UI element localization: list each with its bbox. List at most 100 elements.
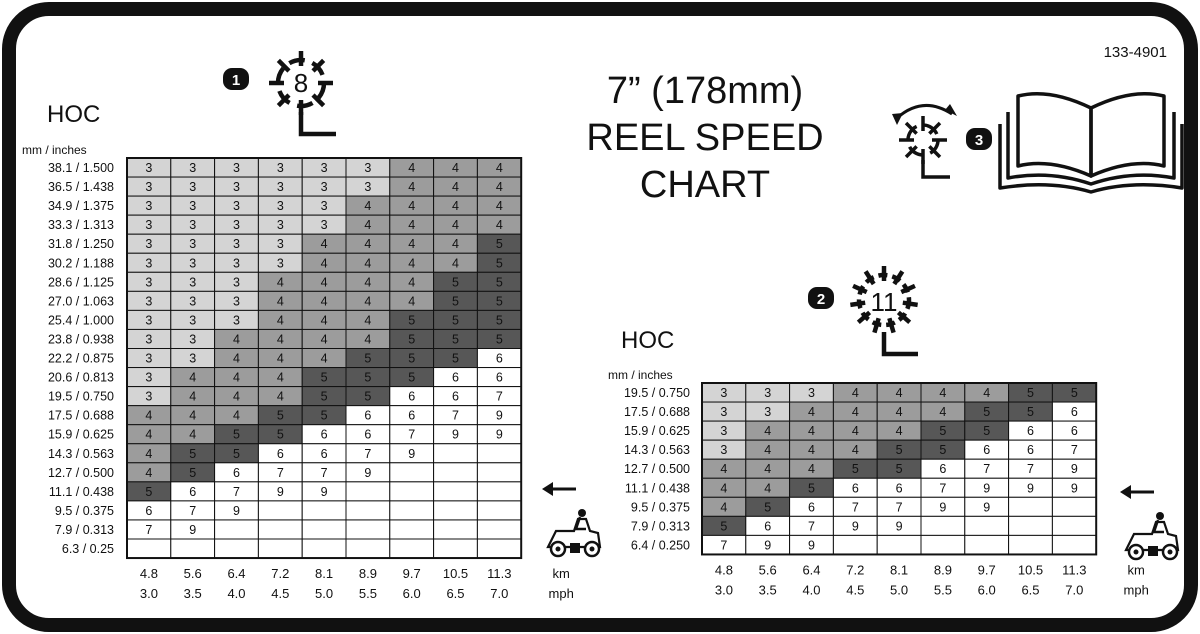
- speed-cell: [345, 481, 391, 502]
- hoc-units-label: mm / inches: [608, 368, 673, 382]
- hoc-row-label: 27.0 / 1.063: [48, 294, 114, 308]
- reel-8-blade-icon: [269, 51, 336, 137]
- speed-cell-value: 4: [764, 424, 771, 438]
- speed-cell-value: 4: [189, 371, 196, 385]
- speed-cell-value: 4: [408, 256, 415, 270]
- speed-cell-value: 9: [452, 428, 459, 442]
- speed-cell-value: 4: [321, 275, 328, 289]
- speed-cell-value: 5: [408, 313, 415, 327]
- speed-cell-value: 5: [277, 428, 284, 442]
- speed-cell-value: 3: [189, 161, 196, 175]
- speed-cell-value: 5: [189, 447, 196, 461]
- speed-cell-value: 3: [277, 180, 284, 194]
- speed-km-label: 11.3: [487, 566, 511, 581]
- speed-cell-value: 4: [896, 386, 903, 400]
- speed-cell-value: 3: [145, 180, 152, 194]
- speed-cell-value: 9: [233, 504, 240, 518]
- speed-cell-value: 4: [408, 294, 415, 308]
- speed-mph-label: 3.5: [184, 586, 202, 601]
- speed-cell-value: 5: [408, 371, 415, 385]
- speed-cell-value: 4: [452, 218, 459, 232]
- speed-cell-value: 4: [720, 462, 727, 476]
- table-border: [701, 382, 1098, 556]
- hoc-row-label: 38.1 / 1.500: [48, 161, 114, 175]
- speed-cell-value: 5: [896, 462, 903, 476]
- speed-cell-value: 4: [145, 428, 152, 442]
- speed-cell-value: 3: [277, 218, 284, 232]
- callout-2-number: 2: [817, 291, 825, 308]
- speed-cell-value: 4: [452, 180, 459, 194]
- speed-mph-label: 6.5: [1021, 582, 1039, 597]
- speed-km-label: 9.7: [403, 566, 421, 581]
- speed-cell: [257, 500, 303, 521]
- speed-cell-value: 4: [983, 386, 990, 400]
- speed-km-unit: km: [553, 566, 570, 581]
- speed-cell: [1051, 496, 1097, 517]
- speed-cell: [964, 515, 1010, 536]
- speed-cell-value: 7: [720, 538, 727, 552]
- speed-cell-value: 6: [1027, 424, 1034, 438]
- hoc-row-label: 11.1 / 0.438: [49, 485, 114, 499]
- hoc-row-label: 36.5 / 1.438: [48, 180, 114, 194]
- speed-cell-value: 6: [1027, 443, 1034, 457]
- speed-cell-value: 3: [321, 161, 328, 175]
- speed-cell-value: 4: [452, 256, 459, 270]
- speed-km-label: 8.9: [359, 566, 377, 581]
- mower-direction-icon: [1120, 485, 1180, 561]
- speed-cell-value: 4: [321, 256, 328, 270]
- speed-cell-value: 4: [852, 443, 859, 457]
- chart-title-line-1: 7” (178mm): [607, 70, 803, 112]
- speed-mph-label: 3.0: [715, 582, 733, 597]
- speed-km-label: 5.6: [759, 562, 777, 577]
- speed-cell-value: 9: [189, 523, 196, 537]
- speed-cell-value: 7: [852, 500, 859, 514]
- speed-cell-value: 9: [1027, 481, 1034, 495]
- speed-cell-value: 7: [408, 428, 415, 442]
- speed-cell-value: 4: [321, 332, 328, 346]
- speed-cell-value: 6: [896, 481, 903, 495]
- speed-cell-value: 4: [321, 294, 328, 308]
- speed-cell-value: 3: [189, 332, 196, 346]
- speed-mph-label: 3.0: [140, 586, 158, 601]
- speed-cell-value: 3: [364, 161, 371, 175]
- speed-cell: [476, 519, 522, 540]
- speed-cell-value: 3: [321, 180, 328, 194]
- speed-cell: [433, 481, 478, 502]
- speed-cell-value: 4: [145, 466, 152, 480]
- speed-cell-value: 4: [321, 237, 328, 251]
- speed-km-label: 8.1: [315, 566, 333, 581]
- speed-cell-value: 3: [189, 294, 196, 308]
- label-number: 133-4901: [1104, 44, 1167, 61]
- speed-cell-value: 6: [1071, 424, 1078, 438]
- hoc-row-label: 19.5 / 0.750: [624, 386, 690, 400]
- speed-cell-value: 3: [189, 180, 196, 194]
- speed-cell-value: 4: [277, 352, 284, 366]
- speed-cell-value: 5: [852, 462, 859, 476]
- speed-cell-value: 4: [808, 424, 815, 438]
- speed-mph-label: 3.5: [759, 582, 777, 597]
- reel-11-blade-icon: [850, 266, 918, 357]
- speed-mph-label: 7.0: [1065, 582, 1083, 597]
- speed-cell-value: 4: [408, 180, 415, 194]
- speed-cell-value: 9: [983, 500, 990, 514]
- speed-cell-value: 9: [1071, 462, 1078, 476]
- reel-11-blade-count: 11: [871, 287, 898, 317]
- speed-cell: [389, 481, 435, 502]
- speed-cell-value: 3: [145, 218, 152, 232]
- speed-km-label: 6.4: [227, 566, 245, 581]
- speed-cell-value: 4: [364, 237, 371, 251]
- hoc-row-label: 30.2 / 1.188: [48, 256, 114, 270]
- speed-cell: [433, 538, 478, 559]
- hoc-row-label: 9.5 / 0.375: [631, 500, 690, 514]
- hoc-row-label: 14.3 / 0.563: [624, 443, 690, 457]
- speed-cell-value: 3: [145, 237, 152, 251]
- speed-cell-value: 3: [189, 199, 196, 213]
- speed-cell-value: 3: [233, 199, 240, 213]
- speed-cell-value: 4: [496, 218, 503, 232]
- speed-cell-value: 4: [189, 428, 196, 442]
- speed-cell-value: 5: [408, 352, 415, 366]
- speed-cell-value: 6: [408, 390, 415, 404]
- speed-cell-value: 6: [764, 519, 771, 533]
- speed-cell-value: 4: [408, 275, 415, 289]
- speed-cell: [389, 462, 435, 483]
